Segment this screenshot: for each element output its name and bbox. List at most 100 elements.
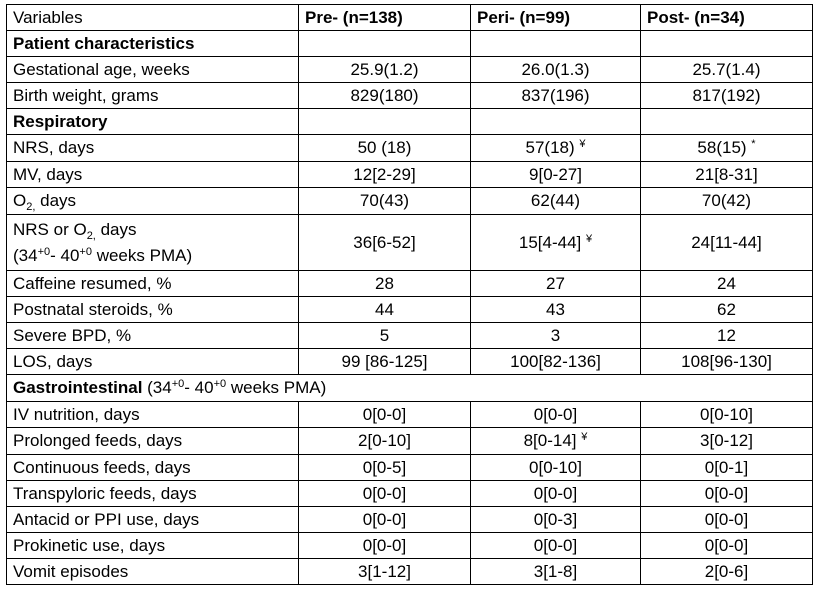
- cell-pre: 44: [298, 296, 471, 323]
- table-row: LOS, days 99 [86-125] 100[82-136] 108[96…: [6, 348, 813, 375]
- cell-post: 62: [640, 296, 813, 323]
- section-patient-characteristics: Patient characteristics: [6, 30, 299, 57]
- table-row: Antacid or PPI use, days 0[0-0] 0[0-3] 0…: [6, 506, 813, 533]
- cell-value: 8[0-14]: [523, 431, 577, 450]
- cell-post: 70(42): [640, 187, 813, 215]
- significance-mark: *: [751, 138, 756, 150]
- label-part: days: [35, 191, 77, 210]
- cell-peri: 8[0-14] ¥: [470, 427, 641, 455]
- section-row-patient: Patient characteristics: [6, 30, 813, 57]
- section-title: Gastrointestinal: [13, 378, 143, 397]
- cell-peri: 62(44): [470, 187, 641, 215]
- table-row: Continuous feeds, days 0[0-5] 0[0-10] 0[…: [6, 454, 813, 481]
- cell-post: 25.7(1.4): [640, 56, 813, 83]
- table-row: Severe BPD, % 5 3 12: [6, 322, 813, 349]
- row-label: Birth weight, grams: [6, 82, 299, 109]
- section-gastrointestinal: Gastrointestinal (34+0- 40+0 weeks PMA): [6, 374, 813, 402]
- row-label: Caffeine resumed, %: [6, 270, 299, 297]
- subscript: 2,: [26, 201, 36, 213]
- cell-pre: 3[1-12]: [298, 558, 471, 585]
- table-row: Birth weight, grams 829(180) 837(196) 81…: [6, 82, 813, 109]
- cell-post: 58(15) *: [640, 134, 813, 162]
- cell-peri: 15[4-44] ¥: [470, 214, 641, 271]
- cell-peri: 43: [470, 296, 641, 323]
- cell-peri: 100[82-136]: [470, 348, 641, 375]
- empty-cell: [640, 108, 813, 135]
- cell-peri: 26.0(1.3): [470, 56, 641, 83]
- row-label: Continuous feeds, days: [6, 454, 299, 481]
- cell-post: 12: [640, 322, 813, 349]
- table-row: Caffeine resumed, % 28 27 24: [6, 270, 813, 297]
- row-label: Transpyloric feeds, days: [6, 480, 299, 507]
- header-variables: Variables: [6, 4, 299, 31]
- superscript: +0: [37, 245, 51, 258]
- table-row: O2, days 70(43) 62(44) 70(42): [6, 187, 813, 215]
- row-label: O2, days: [6, 187, 299, 215]
- empty-cell: [470, 108, 641, 135]
- cell-peri: 0[0-3]: [470, 506, 641, 533]
- section-part: (34: [142, 378, 172, 397]
- row-label: IV nutrition, days: [6, 401, 299, 428]
- superscript: +0: [171, 378, 185, 390]
- cell-peri: 0[0-10]: [470, 454, 641, 481]
- row-label: Vomit episodes: [6, 558, 299, 585]
- section-respiratory: Respiratory: [6, 108, 299, 135]
- superscript: +0: [79, 245, 92, 258]
- table-row: IV nutrition, days 0[0-0] 0[0-0] 0[0-10]: [6, 401, 813, 428]
- table-row: Gestational age, weeks 25.9(1.2) 26.0(1.…: [6, 56, 813, 83]
- table-row: Prolonged feeds, days 2[0-10] 8[0-14] ¥ …: [6, 427, 813, 455]
- subscript: 2,: [86, 229, 96, 242]
- cell-pre: 36[6-52]: [298, 214, 471, 271]
- table-row: Transpyloric feeds, days 0[0-0] 0[0-0] 0…: [6, 480, 813, 507]
- table-row: Prokinetic use, days 0[0-0] 0[0-0] 0[0-0…: [6, 532, 813, 559]
- empty-cell: [640, 30, 813, 57]
- row-label: Prolonged feeds, days: [6, 427, 299, 455]
- cell-post: 24[11-44]: [640, 214, 813, 271]
- cell-value: 58(15): [697, 138, 747, 157]
- cell-pre: 25.9(1.2): [298, 56, 471, 83]
- superscript: +0: [213, 378, 227, 390]
- cell-post: 817(192): [640, 82, 813, 109]
- row-label: Severe BPD, %: [6, 322, 299, 349]
- label-part: NRS or O: [13, 219, 87, 239]
- cell-peri: 3[1-8]: [470, 558, 641, 585]
- significance-mark: ¥: [586, 232, 593, 245]
- row-label: NRS or O2, days (34+0- 40+0 weeks PMA): [6, 214, 299, 271]
- significance-mark: ¥: [579, 138, 586, 150]
- header-pre: Pre- (n=138): [298, 4, 471, 31]
- cell-post: 0[0-0]: [640, 506, 813, 533]
- cell-post: 3[0-12]: [640, 427, 813, 455]
- cell-pre: 0[0-5]: [298, 454, 471, 481]
- cell-pre: 5: [298, 322, 471, 349]
- section-row-respiratory: Respiratory: [6, 108, 813, 135]
- cell-post: 24: [640, 270, 813, 297]
- cell-post: 21[8-31]: [640, 161, 813, 188]
- label-part: days: [95, 219, 137, 239]
- cell-peri: 9[0-27]: [470, 161, 641, 188]
- row-label: Antacid or PPI use, days: [6, 506, 299, 533]
- section-part: - 40: [184, 378, 214, 397]
- results-table: Variables Pre- (n=138) Peri- (n=99) Post…: [6, 4, 813, 585]
- cell-pre: 829(180): [298, 82, 471, 109]
- label-part: (34: [13, 245, 38, 265]
- cell-peri: 3: [470, 322, 641, 349]
- cell-value: 57(18): [525, 138, 575, 157]
- cell-peri: 837(196): [470, 82, 641, 109]
- cell-post: 0[0-0]: [640, 532, 813, 559]
- cell-peri: 0[0-0]: [470, 480, 641, 507]
- empty-cell: [298, 108, 471, 135]
- section-row-gastrointestinal: Gastrointestinal (34+0- 40+0 weeks PMA): [6, 374, 813, 402]
- row-label: Gestational age, weeks: [6, 56, 299, 83]
- table-row: Postnatal steroids, % 44 43 62: [6, 296, 813, 323]
- cell-pre: 0[0-0]: [298, 401, 471, 428]
- header-row: Variables Pre- (n=138) Peri- (n=99) Post…: [6, 4, 813, 31]
- empty-cell: [298, 30, 471, 57]
- label-part: weeks PMA): [91, 245, 193, 265]
- cell-pre: 2[0-10]: [298, 427, 471, 455]
- cell-peri: 27: [470, 270, 641, 297]
- label-part: - 40: [50, 245, 80, 265]
- label-part: O: [13, 191, 27, 210]
- cell-value: 15[4-44]: [518, 232, 582, 252]
- cell-pre: 0[0-0]: [298, 480, 471, 507]
- cell-peri: 0[0-0]: [470, 532, 641, 559]
